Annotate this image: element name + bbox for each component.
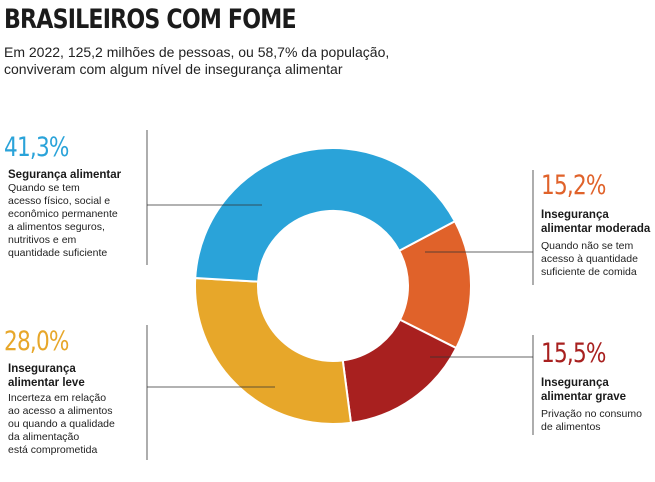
pct-seguranca: 41,3% [4,132,69,163]
pct-grave: 15,5% [541,338,606,369]
label-seguranca: Segurança alimentar [8,169,122,181]
chart-title: BRASILEIROS COM FOME [4,4,297,35]
desc-grave: Privação no consumo de alimentos [541,408,642,433]
desc-moderada: Quando não se tem acesso à quantidade su… [541,240,638,278]
label-leve: Insegurança alimentar leve [8,363,85,389]
label-moderada: Insegurança alimentar moderada [541,209,651,235]
desc-leve: Incerteza em relação ao acesso a aliment… [8,392,115,456]
chart-subtitle: Em 2022, 125,2 milhões de pessoas, ou 58… [4,44,390,77]
label-grave: Insegurança alimentar grave [541,377,627,403]
pct-moderada: 15,2% [541,170,606,201]
desc-seguranca: Quando se tem acesso físico, social e ec… [8,182,118,259]
slice-seguranca-alimentar [194,147,457,283]
pct-leve: 28,0% [4,326,69,357]
slice-inseguranca-alimentar-leve [194,276,353,425]
